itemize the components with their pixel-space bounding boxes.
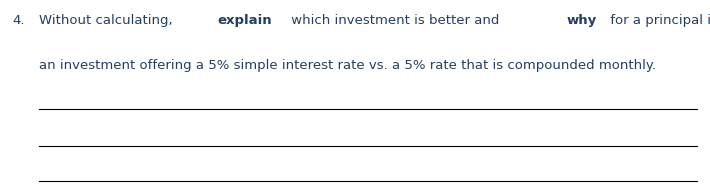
Text: 4.: 4. <box>13 14 26 27</box>
Text: an investment offering a 5% simple interest rate vs. a 5% rate that is compounde: an investment offering a 5% simple inter… <box>39 58 656 72</box>
Text: for a principal investment of $100:: for a principal investment of $100: <box>606 14 710 27</box>
Text: explain: explain <box>217 14 272 27</box>
Text: which investment is better and: which investment is better and <box>288 14 504 27</box>
Text: Without calculating,: Without calculating, <box>39 14 177 27</box>
Text: why: why <box>567 14 597 27</box>
